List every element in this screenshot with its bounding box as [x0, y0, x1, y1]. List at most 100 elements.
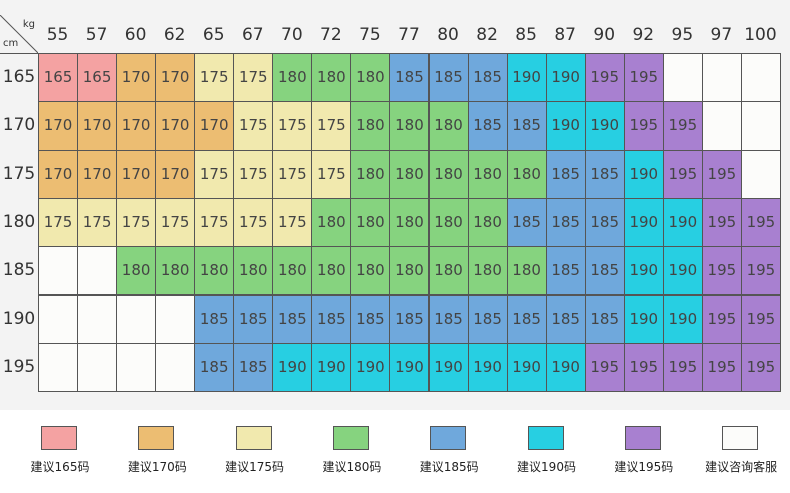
- weight-header-cell: 65: [202, 25, 225, 45]
- size-cell: [740, 149, 781, 199]
- size-cell: [740, 53, 781, 103]
- size-cell: 180: [116, 246, 157, 296]
- size-cell: 170: [77, 149, 118, 199]
- weight-header-cell: 100: [744, 25, 777, 45]
- size-cell: 190: [506, 342, 547, 393]
- size-cell: 185: [389, 53, 430, 103]
- size-cell: 180: [428, 197, 469, 248]
- size-cell: 170: [38, 149, 79, 199]
- legend-swatch: [527, 426, 564, 450]
- size-cell: 180: [350, 246, 391, 296]
- size-cell: 170: [194, 101, 235, 151]
- size-cell: 195: [584, 342, 625, 393]
- size-cell: 180: [428, 246, 469, 296]
- size-cell: 190: [467, 342, 508, 393]
- size-cell: 190: [662, 246, 703, 296]
- legend-label: 建议195码: [614, 460, 674, 474]
- size-cell: 185: [506, 101, 547, 151]
- size-cell: 185: [584, 246, 625, 296]
- size-cell: 195: [740, 246, 781, 296]
- size-cell: 165: [77, 53, 118, 103]
- weight-header-cell: 92: [632, 25, 655, 45]
- size-cell: 180: [428, 149, 469, 199]
- size-cell: 195: [662, 149, 703, 199]
- size-cell: 195: [662, 342, 703, 393]
- size-cell: 180: [467, 197, 508, 248]
- size-cell: 170: [116, 53, 157, 103]
- weight-header-cell: 57: [85, 25, 108, 45]
- size-cell: 180: [233, 246, 274, 296]
- size-cell: 170: [116, 101, 157, 151]
- size-cell: 170: [77, 101, 118, 151]
- size-cell: 185: [467, 294, 508, 344]
- size-cell: 180: [272, 53, 313, 103]
- size-cell: 195: [701, 149, 742, 199]
- size-cell: 190: [272, 342, 313, 393]
- size-cell: [77, 342, 118, 393]
- size-cell: 190: [350, 342, 391, 393]
- height-header-cell: 165: [2, 67, 36, 87]
- size-cell: 185: [194, 294, 235, 344]
- size-cell: [155, 342, 196, 393]
- size-cell: [662, 53, 703, 103]
- size-cell: 180: [311, 197, 352, 248]
- weight-header-cell: 67: [241, 25, 264, 45]
- size-cell: 190: [662, 294, 703, 344]
- diagonal-divider: [0, 15, 38, 53]
- size-cell: 180: [350, 197, 391, 248]
- size-cell: [38, 342, 79, 393]
- size-cell: 180: [506, 246, 547, 296]
- size-cell: 180: [467, 246, 508, 296]
- size-cell: 175: [311, 149, 352, 199]
- height-unit-label: cm: [3, 38, 19, 49]
- size-cell: 185: [545, 246, 586, 296]
- size-cell: 165: [38, 53, 79, 103]
- size-cell: 185: [467, 53, 508, 103]
- height-header-cell: 195: [2, 356, 36, 377]
- legend-label: 建议咨询客服: [705, 460, 778, 474]
- legend-label: 建议190码: [517, 460, 576, 474]
- size-cell: 180: [350, 149, 391, 199]
- size-cell: 175: [233, 197, 274, 248]
- size-cell: [155, 294, 196, 344]
- size-cell: 190: [389, 342, 430, 393]
- size-cell: 185: [545, 197, 586, 248]
- size-cell: [38, 246, 79, 296]
- size-cell: 185: [467, 101, 508, 151]
- size-cell: 180: [350, 101, 391, 151]
- size-cell: 170: [155, 101, 196, 151]
- size-cell: 195: [623, 101, 664, 151]
- size-cell: 180: [389, 101, 430, 151]
- size-cell: 195: [740, 197, 781, 248]
- size-chart-table: kg cm 55 57 60 62 65 67 70 72 75 77 80 82 85 87 90 92 95…: [0, 0, 790, 410]
- size-cell: 190: [506, 53, 547, 103]
- weight-header-cell: 82: [476, 25, 498, 45]
- size-cell: 190: [545, 53, 586, 103]
- legend-label: 建议185码: [419, 460, 479, 474]
- size-cell: 170: [116, 149, 157, 199]
- legend-swatch: [138, 426, 175, 450]
- size-cell: 195: [701, 342, 742, 393]
- size-cell: [77, 246, 118, 296]
- weight-header-cell: 97: [710, 25, 733, 45]
- size-cell: 185: [584, 149, 625, 199]
- size-cell: 185: [545, 294, 586, 344]
- size-cell: 175: [77, 197, 118, 248]
- size-cell: [77, 294, 118, 344]
- size-cell: 185: [350, 294, 391, 344]
- size-cell: [116, 294, 157, 344]
- size-cell: 185: [584, 197, 625, 248]
- size-cell: 175: [194, 197, 235, 248]
- size-cell: 180: [311, 53, 352, 103]
- weight-header-cell: 70: [281, 25, 303, 45]
- legend-swatch: [624, 426, 661, 450]
- size-cell: 185: [311, 294, 352, 344]
- height-header-cell: 170: [2, 115, 36, 136]
- size-cell: 180: [389, 149, 430, 199]
- legend-swatch: [430, 426, 467, 450]
- legend-label: 建议165码: [30, 460, 90, 474]
- size-cell: 180: [350, 53, 391, 103]
- size-cell: 185: [233, 294, 274, 344]
- legend-swatch: [332, 426, 369, 450]
- size-cell: 175: [272, 197, 313, 248]
